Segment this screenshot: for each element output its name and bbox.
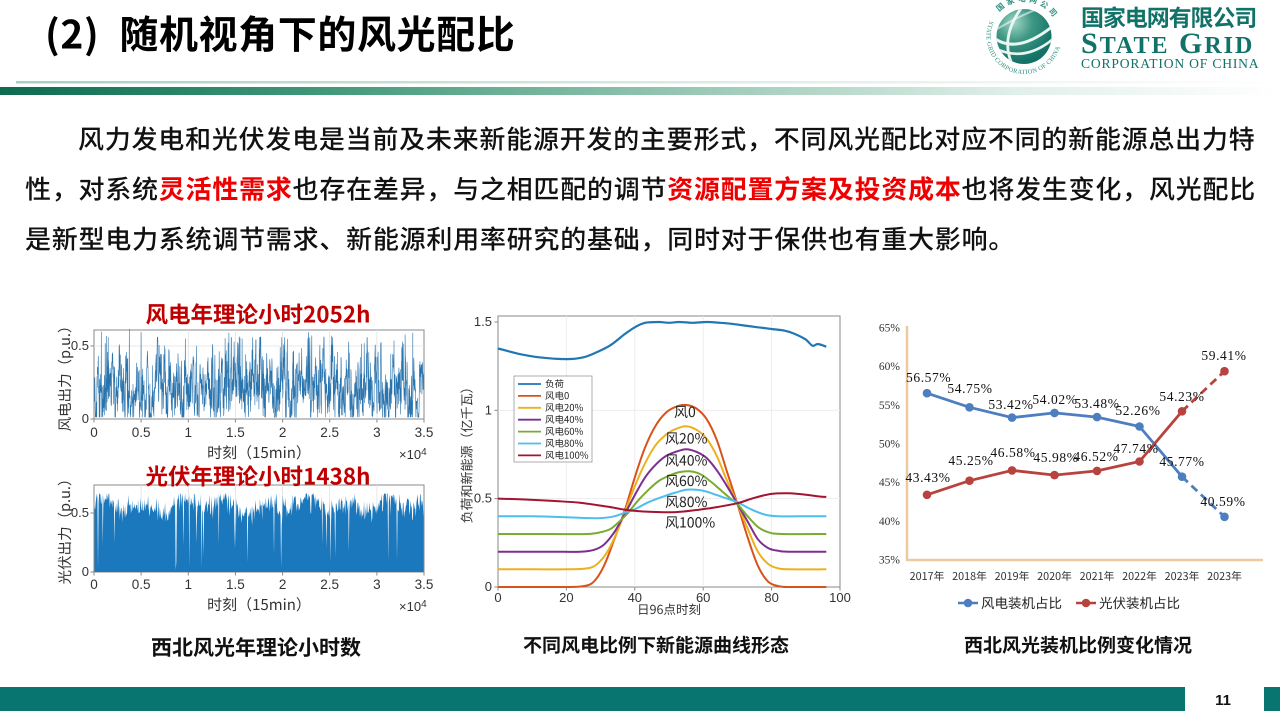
svg-text:59.41%: 59.41%	[1201, 348, 1246, 363]
svg-text:45.98%: 45.98%	[1033, 450, 1078, 465]
svg-text:56.57%: 56.57%	[906, 370, 951, 385]
svg-text:×104: ×104	[399, 599, 427, 614]
svg-text:54.23%: 54.23%	[1159, 389, 1204, 404]
svg-text:43.43%: 43.43%	[905, 470, 950, 485]
svg-text:45.77%: 45.77%	[1159, 454, 1204, 469]
svg-text:11: 11	[1215, 692, 1231, 709]
svg-text:35%40%45%50%55%60%65%: 35%40%45%50%55%60%65%	[879, 323, 901, 567]
svg-text:47.74%: 47.74%	[1113, 441, 1158, 456]
svg-text:40.59%: 40.59%	[1200, 494, 1245, 509]
svg-text:CORPORATION OF CHINA: CORPORATION OF CHINA	[1081, 56, 1259, 71]
svg-text:53.42%: 53.42%	[988, 397, 1033, 412]
svg-text:00.511.522.533.5: 0 0.5 1 1.5 2 2.5 3 3.5	[90, 425, 433, 440]
svg-text:00.5: 00.5	[71, 338, 89, 426]
svg-text:00.5: 00.5	[71, 505, 89, 579]
svg-text:53.48%: 53.48%	[1074, 396, 1119, 411]
svg-text:46.58%: 46.58%	[990, 445, 1035, 460]
svg-text:54.02%: 54.02%	[1032, 392, 1077, 407]
svg-text:00.511.522.533.5: 0 0.5 1 1.5 2 2.5 3 3.5	[90, 577, 433, 592]
svg-text:45.25%: 45.25%	[948, 453, 993, 468]
svg-text:54.75%: 54.75%	[947, 381, 992, 396]
svg-text:52.26%: 52.26%	[1115, 403, 1160, 418]
svg-text:×104: ×104	[399, 447, 427, 462]
svg-text:STATE GRID: STATE GRID	[1081, 27, 1254, 60]
svg-text:00.511.5: 00.511.5	[474, 314, 492, 594]
svg-text:46.52%: 46.52%	[1073, 449, 1118, 464]
